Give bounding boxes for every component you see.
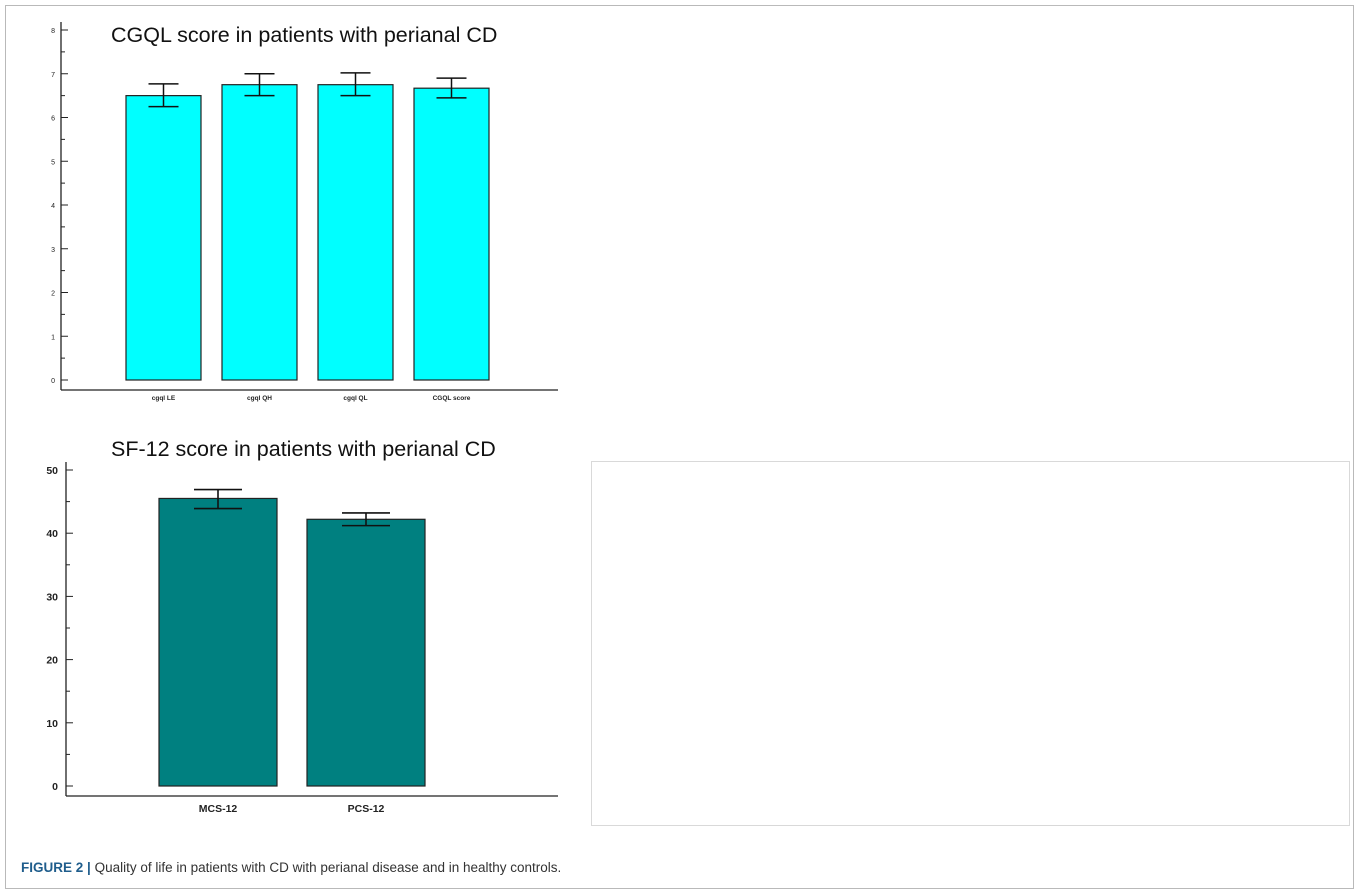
cgql-x-tick-label: cgql LE: [152, 395, 176, 402]
cgql-x-tick-label: cgql QL: [343, 395, 367, 402]
sf12-x-tick-label: PCS-12: [348, 803, 385, 815]
sf12-y-tick-label: 0: [52, 781, 58, 793]
cgql-y-tick-label: 6: [51, 116, 55, 123]
cgql-x-tick-label: cgql QH: [247, 395, 272, 402]
sf12-y-tick-label: 40: [46, 528, 58, 540]
sf12-bar: [158, 497, 278, 787]
cgql-y-tick-label: 0: [51, 378, 55, 385]
cgql-x-tick-label: CGQL score: [433, 395, 471, 402]
sf12-y-tick-label: 10: [46, 718, 58, 730]
cgql-y-tick-label: 2: [51, 291, 55, 298]
cgql-y-tick-label: 8: [51, 28, 55, 35]
sf12-title: SF-12 score in patients with perianal CD: [111, 437, 496, 461]
cgql-bar: [413, 87, 490, 381]
cgql-y-tick-label: 7: [51, 72, 55, 79]
sf12-bar: [306, 518, 426, 787]
cgql-bar: [125, 95, 202, 381]
cgql-bar: [317, 84, 394, 381]
sf12-y-tick-label: 20: [46, 655, 58, 667]
figure-caption: FIGURE 2 | Quality of life in patients w…: [21, 860, 561, 875]
sf12-comparison-panel: [591, 461, 1350, 826]
sf12-x-tick-label: MCS-12: [199, 803, 238, 815]
cgql-title: CGQL score in patients with perianal CD: [111, 23, 497, 47]
sf12-y-tick-label: 30: [46, 591, 58, 603]
cgql-y-tick-label: 5: [51, 159, 55, 166]
caption-label: FIGURE 2 |: [21, 860, 91, 875]
cgql-y-tick-label: 4: [51, 203, 55, 210]
cgql-y-tick-label: 1: [51, 334, 55, 341]
cgql-bar: [221, 84, 298, 381]
caption-text: Quality of life in patients with CD with…: [94, 860, 562, 875]
sf12-y-tick-label: 50: [46, 465, 58, 477]
cgql-y-tick-label: 3: [51, 247, 55, 254]
